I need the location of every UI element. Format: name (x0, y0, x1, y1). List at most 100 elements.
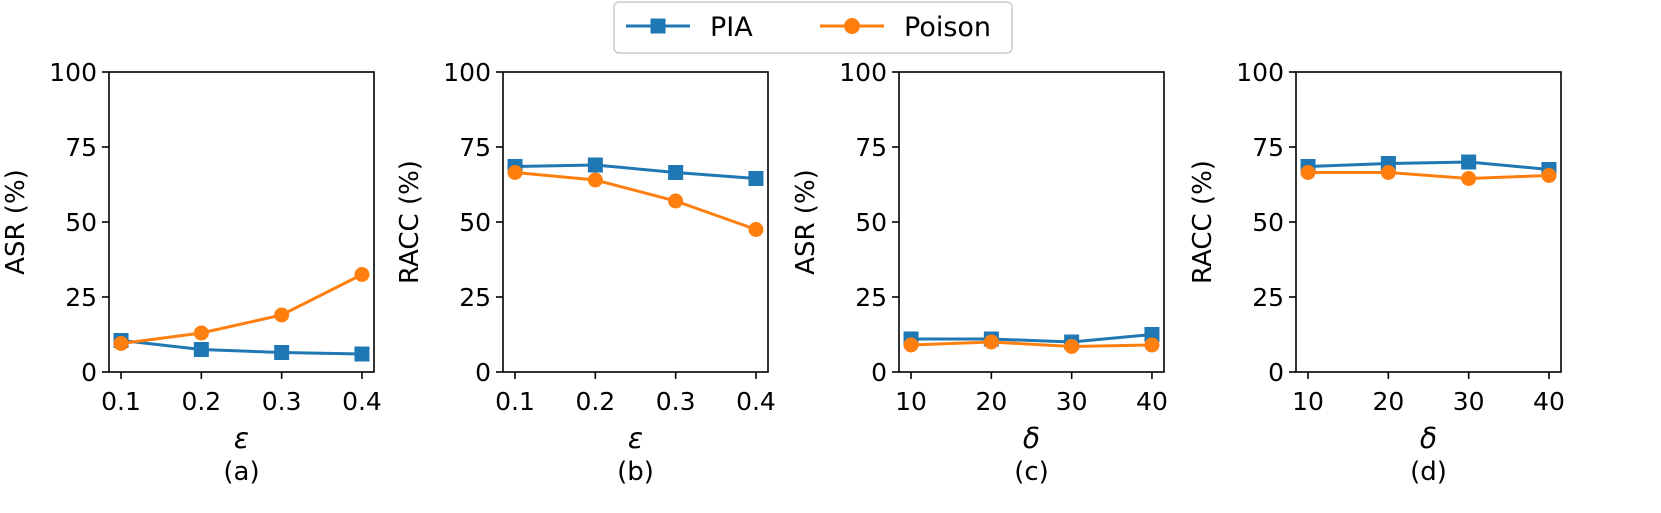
legend-marker-circle (844, 18, 860, 34)
axes-frame (1295, 71, 1562, 373)
y-tick-label: 75 (1252, 133, 1284, 162)
panel-a: 0 25 50 75 100 0.1 0.2 0.3 0.4 ε(a) ASR (%) (1, 58, 382, 487)
data-point-poison (587, 172, 603, 188)
series-line-pia (1307, 160, 1550, 171)
x-axis-label: δ (1420, 422, 1437, 455)
y-tick-label: 25 (1252, 283, 1284, 312)
y-axis-label: ASR (%) (1, 169, 31, 275)
x-tick-label: 0.4 (342, 387, 382, 416)
y-tick-label: 50 (1252, 208, 1284, 237)
y-tick-label: 100 (443, 58, 491, 87)
x-tick-label: 0.4 (736, 387, 776, 416)
data-point-pia (1461, 154, 1477, 170)
data-point-poison (507, 165, 523, 180)
y-tick-label: 75 (65, 133, 97, 162)
data-point-poison (193, 325, 209, 341)
series-line-poison (514, 171, 757, 231)
axes-frame (108, 71, 375, 373)
panel-b: 0 25 50 75 100 0.1 0.2 0.3 0.4 ε(b) RACC (%) (395, 58, 776, 487)
data-point-poison (274, 307, 290, 323)
x-tick-label: 40 (1136, 387, 1168, 416)
data-point-poison (1144, 337, 1160, 353)
series-poison (113, 267, 370, 351)
data-point-pia (1144, 327, 1160, 342)
legend-label-pia: PIA (710, 12, 753, 43)
x-tick-label: 40 (1533, 387, 1565, 416)
x-tick-label: 0.1 (495, 387, 535, 416)
panel-d: 0 25 50 75 100 10 20 30 40 δ(d) RACC (%) (1188, 58, 1565, 487)
y-tick-label: 75 (459, 133, 491, 162)
x-tick-label: 30 (1453, 387, 1485, 416)
panel-c: 0 25 50 75 100 10 20 30 40 δ(c) ASR (%) (791, 58, 1168, 487)
y-tick-label: 0 (871, 358, 887, 387)
x-tick-label: 30 (1056, 387, 1088, 416)
legend-entry-pia: PIA (626, 12, 753, 43)
y-tick-label: 0 (81, 358, 97, 387)
series-line-poison (1308, 171, 1550, 181)
data-point-pia (748, 171, 764, 186)
y-tick-label: 75 (855, 133, 887, 162)
legend-entry-poison: Poison (820, 12, 991, 43)
data-point-pia (587, 157, 603, 173)
y-tick-label: 100 (49, 58, 97, 87)
y-tick-label: 100 (1236, 58, 1284, 87)
series-pia (507, 157, 764, 186)
series-line-poison (120, 273, 363, 345)
panel-caption: (b) (617, 457, 654, 487)
x-tick-label: 0.3 (262, 387, 302, 416)
panel-caption: (c) (1014, 457, 1049, 487)
x-tick-label: 20 (1372, 387, 1404, 416)
x-tick-label: 10 (895, 387, 927, 416)
data-point-pia (193, 342, 209, 357)
series-line-pia (514, 163, 757, 180)
legend-marker-square (650, 18, 666, 34)
series-poison (1300, 165, 1557, 186)
data-point-poison (903, 337, 919, 353)
y-tick-label: 0 (475, 358, 491, 387)
data-point-poison (113, 336, 129, 351)
x-axis-label: δ (1023, 422, 1040, 455)
x-tick-label: 0.2 (575, 387, 615, 416)
legend: PIA Poison (613, 1, 1013, 54)
y-tick-label: 0 (1268, 358, 1284, 387)
y-tick-label: 25 (65, 283, 97, 312)
y-axis-label: RACC (%) (1188, 160, 1218, 284)
series-pia (113, 333, 370, 362)
x-tick-label: 20 (975, 387, 1007, 416)
series-poison (507, 165, 764, 237)
panel-caption: (a) (223, 457, 259, 487)
y-tick-label: 50 (855, 208, 887, 237)
data-point-poison (1461, 171, 1477, 186)
data-point-poison (354, 267, 370, 282)
data-point-pia (668, 165, 684, 180)
x-tick-label: 0.2 (181, 387, 221, 416)
panel-caption: (d) (1410, 457, 1447, 487)
x-axis-label: ε (628, 422, 643, 455)
data-point-poison (748, 222, 764, 237)
x-tick-label: 0.1 (101, 387, 141, 416)
axes-frame (898, 71, 1165, 373)
y-tick-label: 50 (459, 208, 491, 237)
data-point-poison (1300, 165, 1316, 180)
data-point-poison (1380, 165, 1396, 180)
data-point-pia (274, 345, 290, 360)
x-axis-label: ε (234, 422, 249, 455)
y-tick-label: 25 (855, 283, 887, 312)
y-axis-label: RACC (%) (395, 160, 425, 284)
y-tick-label: 100 (839, 58, 887, 87)
series-line-pia (911, 333, 1153, 344)
data-point-poison (1064, 339, 1080, 354)
x-tick-label: 10 (1292, 387, 1324, 416)
y-tick-label: 25 (459, 283, 491, 312)
legend-label-poison: Poison (904, 12, 991, 43)
series-line-pia (120, 339, 363, 356)
x-tick-label: 0.3 (656, 387, 696, 416)
y-tick-label: 50 (65, 208, 97, 237)
data-point-pia (354, 346, 370, 362)
data-point-poison (983, 334, 999, 350)
series-poison (903, 334, 1160, 354)
y-axis-label: ASR (%) (791, 169, 821, 275)
series-line-poison (910, 340, 1153, 349)
axes-frame (502, 71, 769, 373)
